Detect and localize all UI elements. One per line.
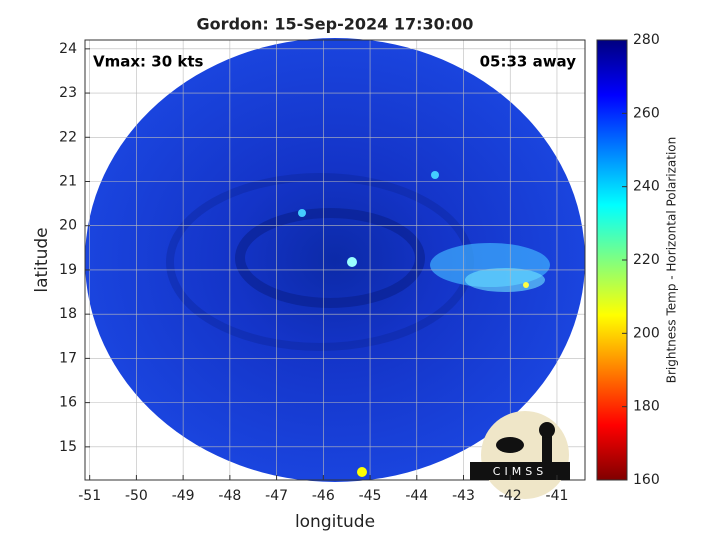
y-tick-label: 18 bbox=[59, 306, 77, 322]
y-tick-label: 16 bbox=[59, 395, 77, 411]
y-axis-label: latitude bbox=[32, 227, 52, 292]
y-tick-label: 15 bbox=[59, 439, 77, 455]
colorbar-tick-label: 220 bbox=[633, 252, 660, 268]
x-tick-label: -47 bbox=[265, 488, 288, 504]
y-tick-label: 17 bbox=[59, 350, 77, 366]
x-tick-label: -44 bbox=[405, 488, 428, 504]
x-tick-label: -50 bbox=[125, 488, 148, 504]
y-tick-label: 19 bbox=[59, 262, 77, 278]
colorbar-tick-label: 240 bbox=[633, 179, 660, 195]
x-tick-label: -49 bbox=[172, 488, 195, 504]
colorbar-label: Brightness Temp - Horizontal Polarizatio… bbox=[665, 137, 679, 384]
y-tick-label: 23 bbox=[59, 85, 77, 101]
y-tick-label: 22 bbox=[59, 129, 77, 145]
x-tick-label: -46 bbox=[312, 488, 335, 504]
colorbar-tick-label: 200 bbox=[633, 325, 660, 341]
x-tick-label: -42 bbox=[499, 488, 522, 504]
colorbar-tick-label: 260 bbox=[633, 105, 660, 121]
chart-title: Gordon: 15-Sep-2024 17:30:00 bbox=[197, 15, 474, 34]
x-tick-label: -45 bbox=[359, 488, 382, 504]
annotation: 05:33 away bbox=[480, 53, 577, 71]
colorbar-tick-label: 180 bbox=[633, 399, 660, 415]
axes-frame bbox=[84, 39, 586, 481]
x-tick-label: -41 bbox=[546, 488, 569, 504]
logo-text: CIMSS bbox=[493, 465, 547, 478]
satellite-image bbox=[85, 38, 585, 482]
logo: CIMSS bbox=[470, 411, 570, 499]
annotation: Vmax: 30 kts bbox=[93, 53, 203, 71]
x-tick-label: -48 bbox=[218, 488, 241, 504]
colorbar-tick-label: 280 bbox=[633, 32, 660, 48]
x-axis-label: longitude bbox=[295, 512, 375, 532]
x-tick-label: -43 bbox=[452, 488, 475, 504]
colorbar-tick-label: 160 bbox=[633, 472, 660, 488]
y-tick-label: 24 bbox=[59, 41, 77, 57]
y-tick-label: 21 bbox=[59, 174, 77, 190]
y-tick-label: 20 bbox=[59, 218, 77, 234]
x-tick-label: -51 bbox=[78, 488, 101, 504]
